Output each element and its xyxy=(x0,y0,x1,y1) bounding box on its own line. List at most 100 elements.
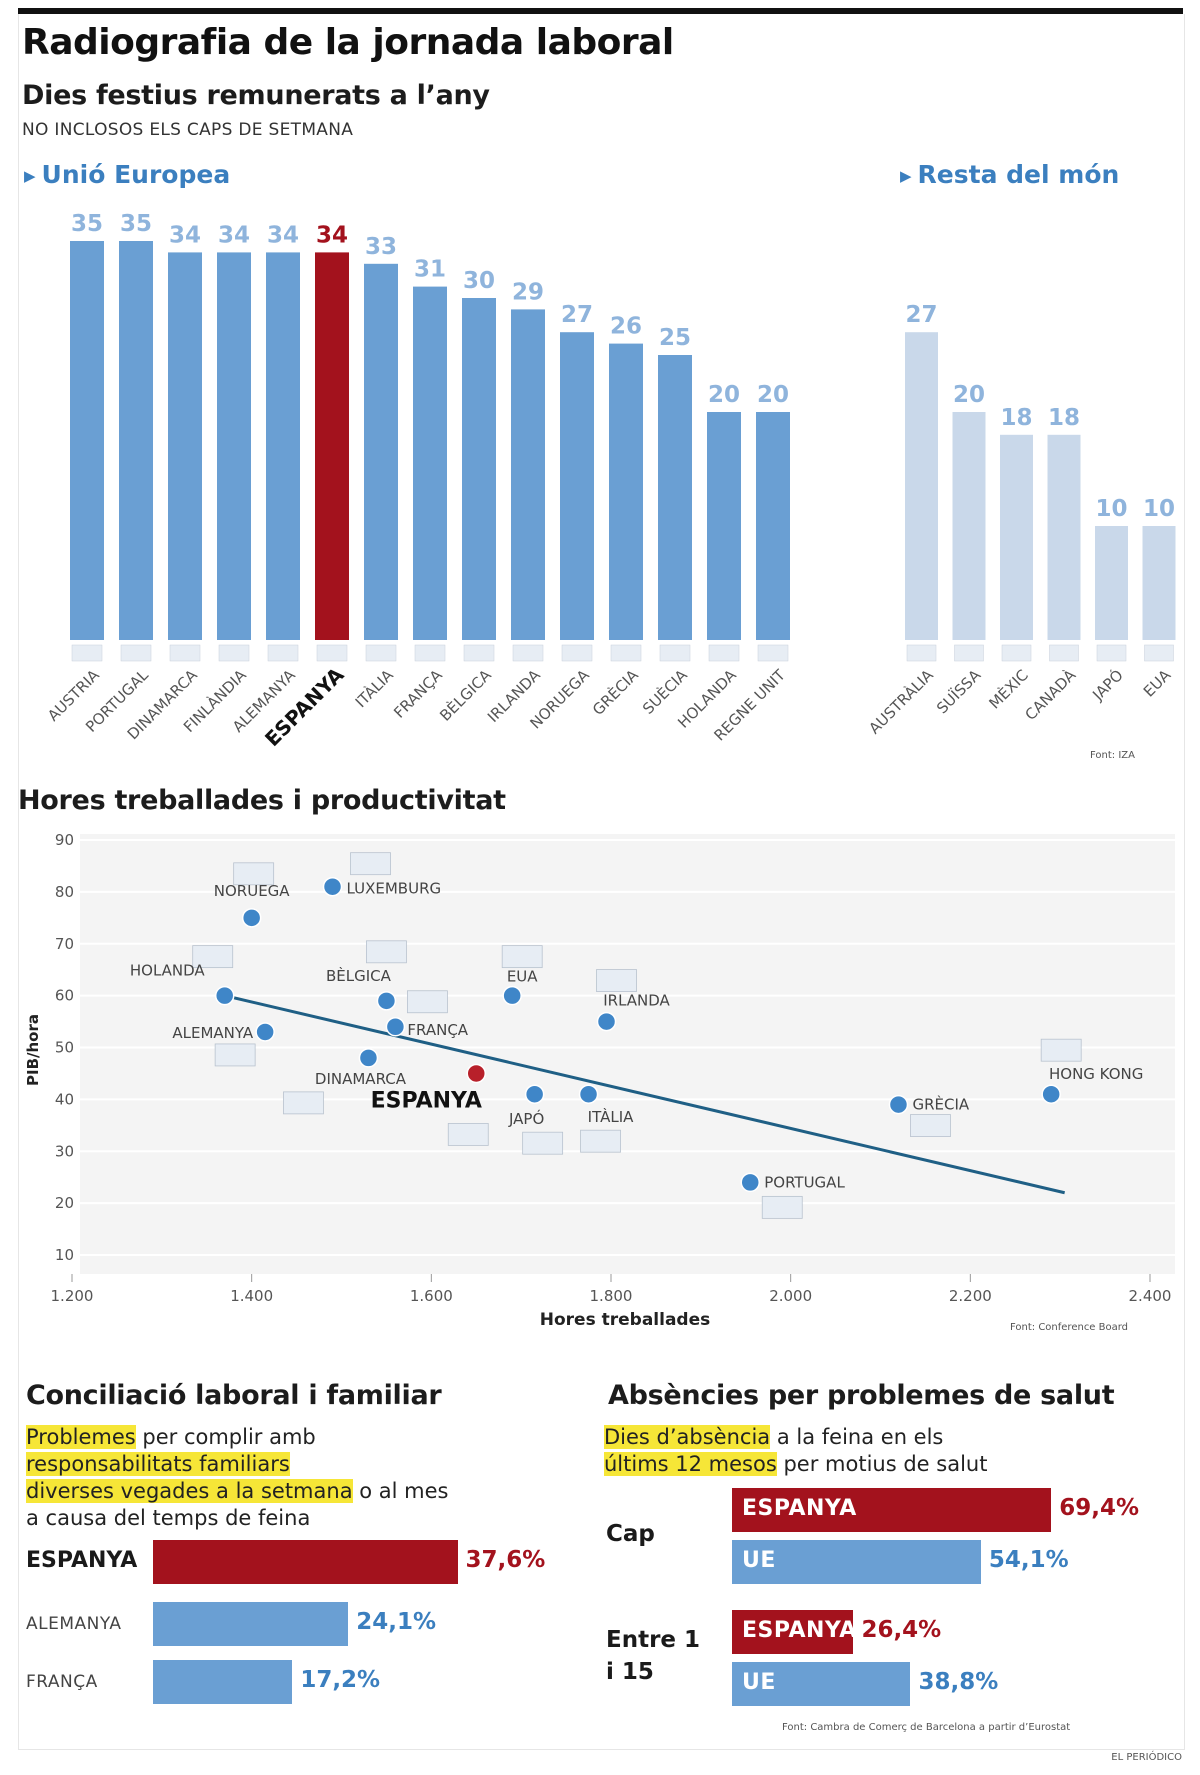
value-label: 69,4% xyxy=(1059,1495,1140,1521)
flag-icon xyxy=(561,644,593,662)
desc-text: per motius de salut xyxy=(776,1452,988,1476)
holidays-subheading: NO INCLOSOS ELS CAPS DE SETMANA xyxy=(22,120,354,140)
value-label: 27 xyxy=(905,302,937,328)
y-tick-label: 80 xyxy=(55,883,74,901)
group-label-entre: Entre 1 i 15 xyxy=(606,1624,700,1688)
bar-label: UE xyxy=(742,1670,776,1695)
category-label: ESPANYA xyxy=(26,1548,138,1573)
bar-dinamarca xyxy=(168,252,202,640)
value-label: 20 xyxy=(953,382,985,408)
value-label: 18 xyxy=(1048,405,1080,431)
desc-highlight: Problemes xyxy=(26,1425,136,1449)
value-label: 20 xyxy=(708,382,740,408)
desc-text: a causa del temps de feina xyxy=(26,1506,311,1530)
flag-icon xyxy=(169,644,201,662)
category-label: AUSTRÀLIA xyxy=(865,665,938,738)
point-espanya xyxy=(466,1063,486,1084)
bar-suissa xyxy=(952,412,986,640)
scatter-heading: Hores treballades i productivitat xyxy=(18,785,506,816)
bottom-source: Font: Cambra de Comerç de Barcelona a pa… xyxy=(782,1722,1071,1733)
bar-label: ESPANYA xyxy=(742,1618,857,1643)
y-tick-label: 30 xyxy=(55,1142,74,1160)
flag-icon xyxy=(1040,1038,1082,1062)
bar-espanya xyxy=(153,1540,458,1584)
point-label: ALEMANYA xyxy=(172,1024,254,1042)
conciliacio-description: Problemes per complir amb responsabilita… xyxy=(26,1424,448,1532)
flag-icon xyxy=(214,1043,256,1067)
flag-icon xyxy=(71,644,103,662)
value-label: 34 xyxy=(218,222,250,248)
point-label: NORUEGA xyxy=(214,882,291,900)
point-hong-kong xyxy=(1041,1084,1061,1104)
value-label: 10 xyxy=(1095,496,1127,522)
category-label: FRANÇA xyxy=(26,1672,98,1692)
bar-ue-entre-1-i-15 xyxy=(732,1662,911,1706)
value-label: 25 xyxy=(659,325,691,351)
bar-austria xyxy=(70,241,104,640)
category-label: ITÀLIA xyxy=(351,665,397,711)
bar-regne-unit xyxy=(756,412,790,640)
category-label: EUA xyxy=(1140,666,1175,701)
value-label: 31 xyxy=(414,257,446,283)
bar-ue-cap xyxy=(732,1540,981,1584)
bar-suecia xyxy=(658,355,692,640)
category-label: ESPANYA xyxy=(260,662,349,751)
absencies-description: Dies d’absència a la feina en els últims… xyxy=(604,1424,987,1478)
value-label: 27 xyxy=(561,302,593,328)
point-alemanya xyxy=(255,1022,275,1042)
desc-highlight: últims 12 mesos xyxy=(604,1452,777,1476)
value-label: 37,6% xyxy=(465,1547,546,1573)
flag-icon xyxy=(659,644,691,662)
flag-icon xyxy=(708,644,740,662)
category-label: JAPÓ xyxy=(1088,665,1127,704)
flag-icon xyxy=(522,1131,564,1155)
value-label: 30 xyxy=(463,268,495,294)
point-irlanda xyxy=(596,1011,617,1032)
flag-icon xyxy=(406,990,448,1014)
bar-japo xyxy=(1095,526,1128,640)
point-label: HONG KONG xyxy=(1049,1065,1143,1083)
bar-espanya xyxy=(315,252,349,640)
point-label: BÈLGICA xyxy=(326,966,392,985)
desc-text: a la feina en els xyxy=(770,1425,944,1449)
y-tick-label: 20 xyxy=(55,1194,74,1212)
desc-text: o al mes xyxy=(352,1479,449,1503)
point-dinamarca xyxy=(358,1048,379,1068)
point-grecia xyxy=(888,1094,909,1115)
flag-icon xyxy=(501,945,543,969)
flag-icon xyxy=(463,644,495,662)
y-tick-label: 60 xyxy=(55,987,74,1005)
point-label: EUA xyxy=(507,968,538,986)
flag-icon xyxy=(512,644,544,662)
value-label: 18 xyxy=(1000,405,1032,431)
flag-icon xyxy=(447,1123,489,1146)
value-label: 26,4% xyxy=(861,1617,942,1643)
frame xyxy=(18,14,1185,1750)
value-label: 34 xyxy=(267,222,299,248)
absencies-heading: Absències per problemes de salut xyxy=(608,1380,1115,1411)
bar-label: UE xyxy=(742,1548,776,1573)
category-label: GRÈCIA xyxy=(588,665,642,719)
point-franca xyxy=(385,1017,406,1037)
point-eua xyxy=(502,985,522,1006)
flag-icon xyxy=(910,1114,951,1137)
flag-icon xyxy=(1096,644,1127,662)
flag-icon xyxy=(610,644,642,662)
category-label: MÈXIC xyxy=(985,665,1032,712)
plot-background xyxy=(80,834,1175,1274)
bar-canada xyxy=(1047,434,1081,640)
point-label: DINAMARCA xyxy=(315,1070,407,1088)
flag-icon xyxy=(267,644,299,662)
eu-region-text: Unió Europea xyxy=(41,160,231,189)
desc-text: per complir amb xyxy=(135,1425,316,1449)
point-label: LUXEMBURG xyxy=(347,880,442,898)
value-label: 38,8% xyxy=(918,1669,999,1695)
point-label: JAPÓ xyxy=(508,1109,544,1128)
point-label: ESPANYA xyxy=(371,1088,482,1113)
group-label-cap: Cap xyxy=(606,1521,655,1547)
point-label: FRANÇA xyxy=(407,1021,468,1039)
flag-icon xyxy=(906,644,937,662)
y-axis-label: PIB/hora xyxy=(24,1014,42,1086)
category-label: ALEMANYA xyxy=(26,1614,122,1634)
group-label-line: i 15 xyxy=(606,1659,654,1685)
